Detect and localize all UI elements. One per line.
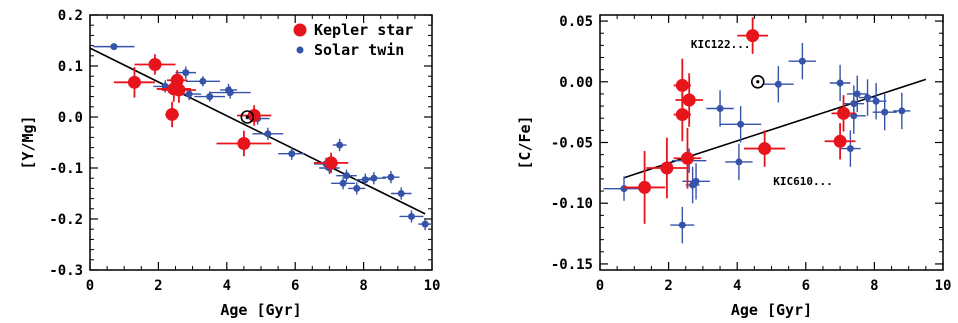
kepler-point [833,134,847,148]
x-tick-label: 0 [86,278,94,294]
twin-point [407,212,415,220]
panel-c-fe: 0 2 4 6 8 10 -0.15 -0.10 -0.05 0.00 0.05 Age [Gyr] [… [516,14,951,319]
kepler-point [127,75,141,89]
kepler-point [660,161,674,175]
twin-point [361,176,369,184]
kepler-point [680,151,694,165]
twin-point [836,79,844,87]
kepler-point [172,83,186,97]
twin-point [370,174,378,182]
panel-y-mg: 0 2 4 6 8 10 -0.3 -0.2 -0.1 0.0 0.1 0.2 Age [Gyr] [Y/… [19,8,440,319]
y-tick-label: -0.3 [49,263,83,279]
twin-point [678,221,686,229]
twin-point [846,145,854,153]
kepler-point [758,142,772,156]
sun-symbol [750,74,765,89]
twin-point [735,158,743,166]
y-tick-label: -0.05 [551,136,593,152]
kepler-point [837,106,851,120]
y-tick-label: -0.1 [49,161,83,177]
x-tick-label: 4 [223,278,231,294]
kepler-point [237,137,251,151]
y-tick-label: 0.00 [559,75,593,91]
kepler-point [170,73,184,87]
star-annotation: KIC610... [773,175,833,188]
x-tick-label: 2 [154,278,162,294]
y-tick-label: -0.2 [49,212,83,228]
twin-point [716,105,724,112]
legend-marker-twin [296,46,304,54]
twin-point [872,97,880,105]
kepler-point [746,29,760,43]
plot-frame [599,14,944,271]
twin-point [336,141,344,149]
twin-point [199,77,207,85]
legend-marker-kepler [293,23,307,37]
x-tick-label: 6 [802,278,810,294]
x-tick-label: 10 [424,278,441,294]
twin-point [421,220,429,228]
legend-label-kepler: Kepler star [314,21,413,39]
x-tick-label: 8 [870,278,878,294]
twin-point [182,69,190,77]
twin-point [397,190,405,197]
x-tick-label: 2 [664,278,672,294]
y-axis-title: [Y/Mg] [19,115,37,169]
twin-point [110,43,118,51]
twin-point [898,107,906,115]
twin-point [226,89,234,97]
x-tick-label: 10 [935,278,952,294]
y-tick-label: 0.1 [58,59,83,75]
kepler-point [675,78,689,92]
x-tick-label: 8 [359,278,367,294]
y-tick-label: 0.2 [58,8,83,24]
twin-point [692,177,700,185]
twin-point [353,184,361,192]
twin-point [264,130,272,138]
sun-symbol [240,110,255,124]
x-axis-title: Age [Gyr] [731,301,812,319]
twin-point [339,179,347,187]
y-tick-label: 0.05 [559,14,593,30]
twin-point [387,173,395,181]
twin-point [864,94,872,102]
y-axis-title: [C/Fe] [516,115,534,169]
twin-point [774,80,782,88]
y-tick-label: 0.0 [58,110,83,126]
x-axis-title: Age [Gyr] [220,301,301,319]
sun-symbol-dot [756,80,760,84]
kepler-point [165,107,179,121]
x-tick-label: 0 [596,278,604,294]
y-tick-label: -0.15 [551,257,593,273]
kepler-point [682,93,696,107]
star-annotation: KIC122... [691,38,751,51]
twin-point [620,185,628,193]
kepler-point [638,180,652,194]
twin-point [881,108,889,116]
twin-point [206,93,214,101]
trend-line [89,47,426,215]
twin-point [853,90,861,98]
x-tick-label: 4 [733,278,741,294]
sun-symbol-dot [245,115,249,119]
kepler-point [675,108,689,122]
twin-point [185,90,193,98]
kepler-point [324,156,338,170]
twin-point [737,120,745,128]
legend-label-twin: Solar twin [314,41,404,59]
y-tick-label: -0.10 [551,196,593,212]
x-tick-label: 6 [291,278,299,294]
twin-point [288,150,296,158]
twin-point [343,172,350,180]
kepler-point [148,57,162,71]
twin-point [798,57,806,65]
